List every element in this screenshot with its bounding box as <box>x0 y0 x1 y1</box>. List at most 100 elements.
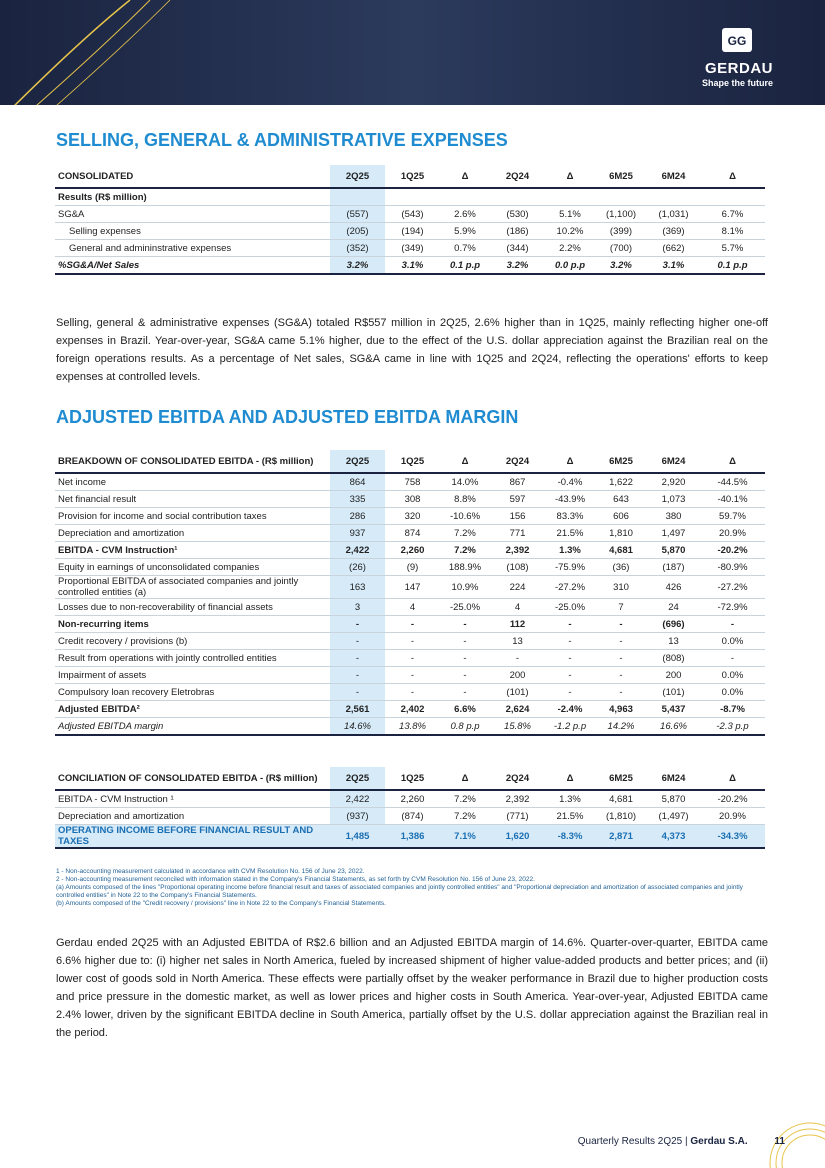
table-row: OPERATING INCOME BEFORE FINANCIAL RESULT… <box>55 824 765 849</box>
table-cell: 21.5% <box>545 807 595 825</box>
table-cell: 4 <box>385 598 440 616</box>
table-cell: (399) <box>595 222 647 240</box>
footnote: 2 - Non-accounting measurement reconcile… <box>56 876 535 883</box>
table-cell: - <box>330 649 385 667</box>
header-cell: Δ <box>700 450 765 474</box>
header-cell: 2Q25 <box>330 767 385 791</box>
table-row: Non-recurring items - - -112- - (696) - <box>55 615 765 633</box>
header-cell: Δ <box>700 767 765 791</box>
header-cell: 6M25 <box>595 165 647 189</box>
table-cell: 5.9% <box>440 222 490 240</box>
table-cell: General and admininstrative expenses <box>55 239 330 257</box>
table-cell: Result from operations with jointly cont… <box>55 649 330 667</box>
table-cell: 3.1% <box>385 256 440 275</box>
table-cell: 14.2% <box>595 717 647 736</box>
table-cell: (205) <box>330 222 385 240</box>
table-cell: 1,622 <box>595 473 647 491</box>
table-cell: (101) <box>490 683 545 701</box>
table-cell: - <box>440 632 490 650</box>
table-cell: 2,871 <box>595 824 647 849</box>
table-cell: 2.6% <box>440 205 490 223</box>
table-cell: 112 <box>490 615 545 633</box>
table-row: SG&A (557) (543) 2.6% (530) 5.1% (1,100) (1,031… <box>55 205 765 223</box>
table-cell: 0.0% <box>700 683 765 701</box>
table-cell: -8.3% <box>545 824 595 849</box>
table-cell: - <box>545 683 595 701</box>
table-cell: (696) <box>647 615 700 633</box>
table-cell: 14.6% <box>330 717 385 736</box>
table-cell: (344) <box>490 239 545 257</box>
header-cell: 6M24 <box>647 767 700 791</box>
table-cell: 188.9% <box>440 558 490 576</box>
table-cell: (26) <box>330 558 385 576</box>
table-cell: 0.0% <box>700 666 765 684</box>
table-cell: 10.2% <box>545 222 595 240</box>
table-row: Adjusted EBITDA margin 14.6% 13.8% 0.8 p.p 1… <box>55 717 765 736</box>
table-cell: (187) <box>647 558 700 576</box>
table-cell: (771) <box>490 807 545 825</box>
table-row: Net financial result 335 308 8.8% 597 -43.9% 6… <box>55 490 765 508</box>
table-cell: - <box>440 649 490 667</box>
table-cell <box>700 188 765 206</box>
table-cell: (543) <box>385 205 440 223</box>
table-row: Losses due to non-recoverability of fina… <box>55 598 765 616</box>
table-cell: -8.7% <box>700 700 765 718</box>
footer-decoration <box>769 1122 825 1168</box>
table-cell: 5,870 <box>647 790 700 808</box>
table-cell: (937) <box>330 807 385 825</box>
ebitda-table: BREAKDOWN OF CONSOLIDATED EBITDA - (R$ m… <box>55 450 765 736</box>
table-cell: 147 <box>385 575 440 599</box>
header-cell: Δ <box>700 165 765 189</box>
header-cell: 6M24 <box>647 450 700 474</box>
table-cell: 3.2% <box>330 256 385 275</box>
table-cell: - <box>700 649 765 667</box>
table-cell: -80.9% <box>700 558 765 576</box>
table-cell: -40.1% <box>700 490 765 508</box>
table-cell <box>385 188 440 206</box>
table-cell: - <box>385 632 440 650</box>
table-row: General and admininstrative expenses (352… <box>55 239 765 257</box>
table-cell: 874 <box>385 524 440 542</box>
table-cell: 0.0 p.p <box>545 256 595 275</box>
table-cell: - <box>700 615 765 633</box>
table-cell: (1,497) <box>647 807 700 825</box>
table-cell: (808) <box>647 649 700 667</box>
table-cell: -1.2 p.p <box>545 717 595 736</box>
header-cell: Δ <box>545 767 595 791</box>
table-cell: 15.8% <box>490 717 545 736</box>
table-cell: 335 <box>330 490 385 508</box>
table-cell: - <box>330 666 385 684</box>
table-cell: 643 <box>595 490 647 508</box>
table-cell: Proportional EBITDA of associated compan… <box>55 575 330 599</box>
table-cell: (369) <box>647 222 700 240</box>
table-cell: %SG&A/Net Sales <box>55 256 330 275</box>
header-cell: CONCILIATION OF CONSOLIDATED EBITDA - (R… <box>55 767 330 791</box>
header-cell: 2Q25 <box>330 165 385 189</box>
table-cell: 2,422 <box>330 541 385 559</box>
table-cell: 4,681 <box>595 790 647 808</box>
table-cell: -2.4% <box>545 700 595 718</box>
table-cell: Provision for income and social contribu… <box>55 507 330 525</box>
table-cell: 1,497 <box>647 524 700 542</box>
table-cell: - <box>385 649 440 667</box>
table-cell <box>440 188 490 206</box>
table-cell: Adjusted EBITDA margin <box>55 717 330 736</box>
table-cell: 1,386 <box>385 824 440 849</box>
table-cell: 771 <box>490 524 545 542</box>
header-cell: 6M25 <box>595 450 647 474</box>
table-row: Net income 864 758 14.0% 867 -0.4% 1,622 2,920-… <box>55 473 765 491</box>
table-cell: 14.0% <box>440 473 490 491</box>
table-row: Proportional EBITDA of associated compan… <box>55 575 765 599</box>
table-cell: - <box>330 632 385 650</box>
table-cell: - <box>330 615 385 633</box>
table-cell: -34.3% <box>700 824 765 849</box>
table-cell: 2,561 <box>330 700 385 718</box>
table-cell: 2.2% <box>545 239 595 257</box>
table-cell <box>595 188 647 206</box>
table-cell: 597 <box>490 490 545 508</box>
header-cell: 2Q25 <box>330 450 385 474</box>
table-cell: - <box>545 649 595 667</box>
table-cell: (700) <box>595 239 647 257</box>
table-cell: 380 <box>647 507 700 525</box>
